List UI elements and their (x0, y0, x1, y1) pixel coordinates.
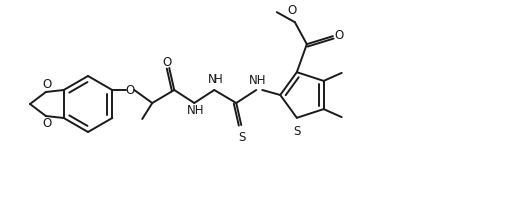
Text: O: O (42, 78, 51, 91)
Text: O: O (287, 4, 296, 17)
Text: S: S (293, 125, 300, 138)
Text: O: O (334, 29, 343, 42)
Text: O: O (163, 56, 172, 68)
Text: O: O (126, 84, 135, 96)
Text: N: N (208, 73, 217, 86)
Text: NH: NH (186, 104, 204, 117)
Text: H: H (214, 73, 223, 86)
Text: NH: NH (249, 74, 266, 87)
Text: O: O (42, 117, 51, 130)
Text: S: S (239, 131, 246, 144)
